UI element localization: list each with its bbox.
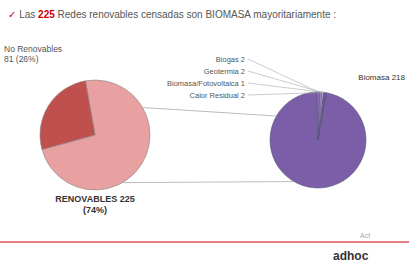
- title-part: ✓: [8, 9, 16, 20]
- title: ✓ Las 225 Redes renovables censadas son …: [8, 9, 336, 20]
- connector: [123, 182, 295, 183]
- data-label: Calor Residual 2: [190, 91, 245, 100]
- data-label-line: Biomasa/Fotovoltaica 1: [167, 79, 245, 88]
- title-part: Las: [19, 9, 35, 20]
- chart: ✓ Las 225 Redes renovables censadas son …: [0, 0, 409, 266]
- data-label-line: Biomasa 218: [358, 73, 405, 82]
- data-label-line: 81 (26%): [4, 54, 39, 64]
- separator: [0, 241, 409, 242]
- annotation: Act: [360, 232, 370, 239]
- data-label-line: Calor Residual 2: [190, 91, 245, 100]
- data-label-line: No Renovables: [4, 44, 62, 54]
- title-part: renovables: [89, 9, 138, 20]
- data-label: Geotermia 2: [204, 67, 245, 76]
- leader-line: [248, 83, 323, 92]
- data-label: Biomasa 218: [358, 73, 405, 82]
- data-label-line: (74%): [83, 205, 107, 215]
- data-label-line: Geotermia 2: [204, 67, 245, 76]
- pie-slice: [270, 92, 366, 188]
- title-part: :: [333, 9, 336, 20]
- title-part: 225: [38, 9, 55, 20]
- pie: [270, 92, 366, 188]
- pie: [40, 80, 150, 190]
- data-label-line: Biogas 2: [216, 55, 245, 64]
- data-label: RENOVABLES 225(74%): [55, 194, 134, 215]
- pie-slice: [40, 81, 95, 150]
- leader-line: [248, 71, 321, 92]
- title-part: BIOMASA: [205, 9, 251, 20]
- logo: adhoc: [333, 249, 369, 263]
- title-part: censadas: [141, 9, 184, 20]
- title-part: son: [187, 9, 203, 20]
- title-part: mayoritariamente: [253, 9, 331, 20]
- connector: [143, 108, 277, 117]
- leader-line: [248, 93, 325, 95]
- data-label: Biomasa/Fotovoltaica 1: [167, 79, 245, 88]
- data-label-line: RENOVABLES 225: [55, 194, 134, 204]
- data-label: No Renovables81 (26%): [4, 44, 62, 64]
- title-part: Redes: [58, 9, 87, 20]
- pie-slice: [318, 92, 326, 140]
- data-label: Biogas 2: [216, 55, 245, 64]
